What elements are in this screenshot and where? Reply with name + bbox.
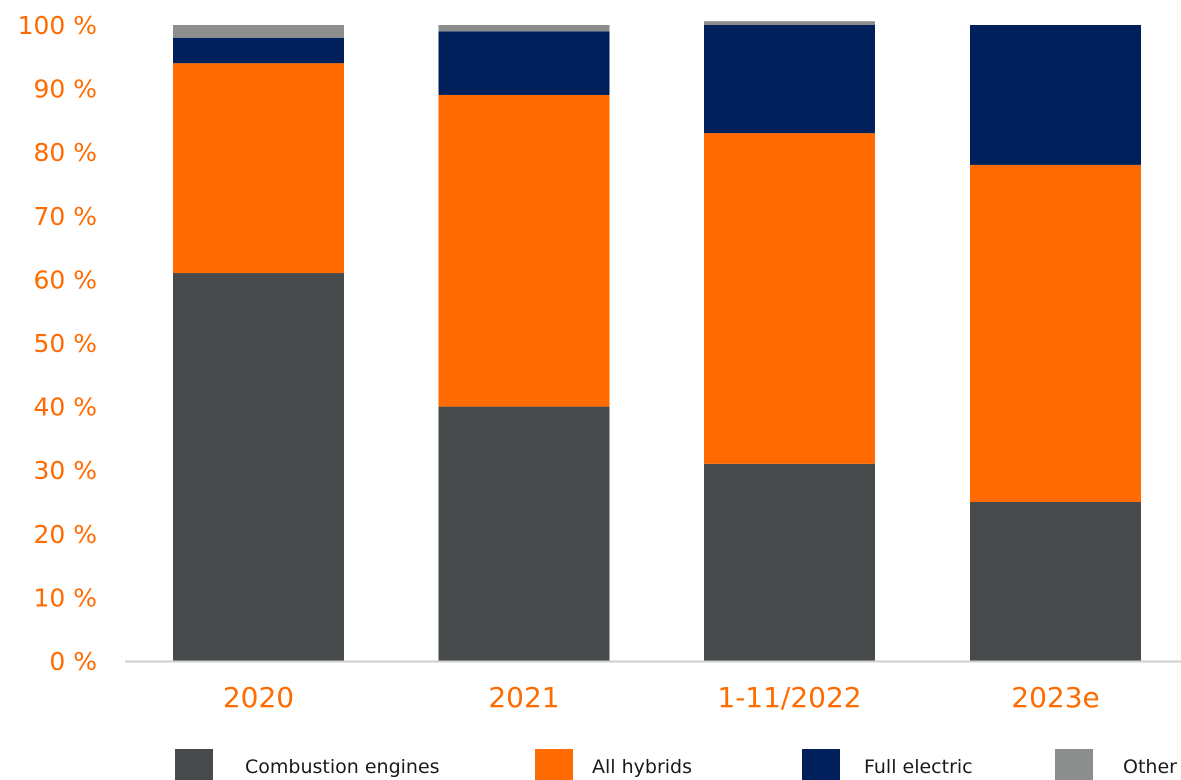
y-axis: 0 % 10 % 20 % 30 % 40 % 50 % 60 % 70 % 80 % 90 % 1… — [18, 11, 97, 676]
bar-segment-combustion-engines-2 — [438, 406, 610, 661]
x-category-label: 2023e — [1011, 681, 1099, 714]
y-tick-label: 50 % — [33, 329, 97, 358]
bar-segment-full-electric-2 — [438, 31, 610, 95]
y-tick-label: 100 % — [18, 11, 97, 40]
y-tick-label: 40 % — [33, 393, 97, 422]
legend-label: Full electric — [864, 756, 973, 778]
y-tick-label: 60 % — [33, 265, 97, 294]
x-category-label: 2021 — [488, 681, 559, 714]
legend-label: All hybrids — [592, 756, 692, 778]
bar-segment-all-hybrids-3 — [704, 133, 875, 464]
y-tick-label: 70 % — [33, 202, 97, 231]
legend-label: Other — [1123, 756, 1177, 778]
x-category-label: 1-11/2022 — [717, 681, 861, 714]
y-tick-label: 20 % — [33, 520, 97, 549]
bar-segment-all-hybrids-4 — [970, 164, 1141, 503]
legend-swatch-full-electric — [802, 749, 840, 780]
bar-segment-all-hybrids-1 — [173, 63, 344, 274]
y-tick-label: 80 % — [33, 138, 97, 167]
bar-segment-combustion-engines-3 — [704, 463, 875, 661]
legend-label: Combustion engines — [245, 756, 440, 778]
bar-segment-other-2 — [438, 25, 610, 32]
x-category-label: 2020 — [223, 681, 294, 714]
bar-segment-full-electric-3 — [704, 25, 875, 134]
bar-segment-combustion-engines-4 — [970, 502, 1141, 661]
bar-segment-combustion-engines-1 — [173, 273, 344, 661]
bar-segment-full-electric-1 — [173, 37, 344, 64]
legend-swatch-all-hybrids — [535, 749, 573, 780]
bar-segment-all-hybrids-2 — [438, 94, 610, 407]
y-tick-label: 0 % — [49, 647, 97, 676]
bar-segment-other-1 — [173, 25, 344, 38]
x-axis: 2020 2021 1-11/2022 2023e — [223, 681, 1100, 714]
bar-segment-other-3 — [704, 21, 875, 25]
y-tick-label: 90 % — [33, 75, 97, 104]
legend-swatch-combustion-engines — [175, 749, 213, 780]
y-tick-label: 30 % — [33, 456, 97, 485]
legend: Combustion engines All hybrids Full electr… — [175, 749, 1177, 780]
bars — [173, 21, 1141, 661]
legend-swatch-other — [1055, 749, 1093, 780]
y-tick-label: 10 % — [33, 583, 97, 612]
bar-segment-full-electric-4 — [970, 25, 1141, 165]
